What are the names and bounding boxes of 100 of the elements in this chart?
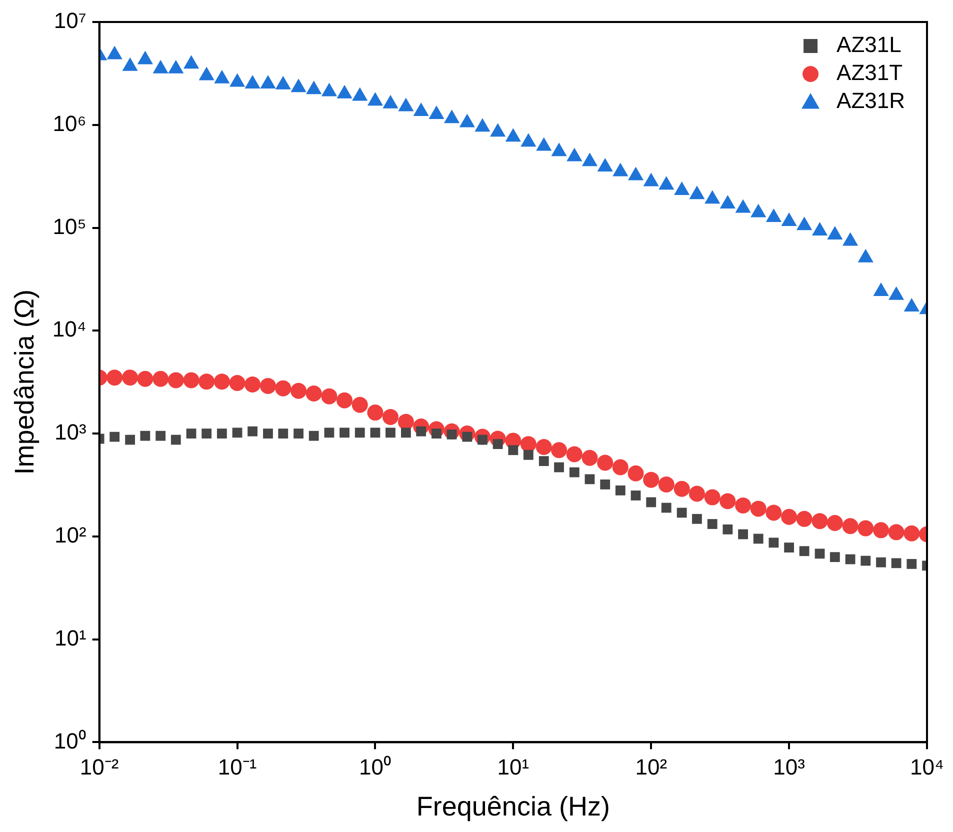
point xyxy=(566,446,582,462)
point xyxy=(766,504,782,521)
point xyxy=(582,450,598,466)
point xyxy=(750,204,766,218)
point xyxy=(122,57,138,71)
point xyxy=(842,232,858,246)
point xyxy=(735,497,752,514)
x-tick-label: 10⁻² xyxy=(80,754,119,780)
point xyxy=(582,152,598,166)
y-tick-label: 10² xyxy=(54,522,86,548)
x-tick-label: 10¹ xyxy=(497,754,530,780)
point xyxy=(597,454,614,471)
x-tick-label: 10⁰ xyxy=(358,754,392,780)
point xyxy=(170,434,181,445)
point xyxy=(766,208,782,222)
y-tick-label: 10⁶ xyxy=(52,110,86,136)
point xyxy=(110,432,120,442)
point xyxy=(308,430,319,441)
point xyxy=(628,465,644,482)
point xyxy=(137,50,153,64)
point xyxy=(214,374,230,390)
point xyxy=(600,480,610,490)
point xyxy=(753,534,764,544)
point xyxy=(336,392,353,408)
point xyxy=(275,380,292,396)
point xyxy=(248,426,258,436)
point xyxy=(688,486,705,502)
y-tick-label: 10⁴ xyxy=(52,316,86,342)
point xyxy=(536,438,552,455)
point xyxy=(615,485,626,496)
point xyxy=(814,548,825,559)
point xyxy=(906,559,917,569)
point xyxy=(812,222,828,236)
point xyxy=(784,542,794,552)
point xyxy=(799,546,810,556)
point xyxy=(183,372,200,388)
point xyxy=(152,60,168,74)
x-axis-title: Frequência (Hz) xyxy=(416,791,610,822)
y-tick-label: 10¹ xyxy=(54,625,86,650)
point xyxy=(321,82,338,96)
point xyxy=(492,439,503,450)
point xyxy=(416,426,426,436)
point xyxy=(354,428,365,438)
point xyxy=(750,500,766,517)
point xyxy=(612,459,628,476)
point xyxy=(294,428,304,438)
x-tick-label: 10⁻¹ xyxy=(218,754,257,780)
point xyxy=(597,158,613,172)
point xyxy=(796,510,812,527)
point xyxy=(876,557,886,568)
point xyxy=(873,282,889,296)
point xyxy=(122,370,138,386)
point xyxy=(689,186,705,200)
point xyxy=(125,434,135,445)
point xyxy=(490,123,506,137)
point xyxy=(796,216,812,230)
point xyxy=(658,176,674,190)
point xyxy=(216,428,227,438)
y-tick-label: 10⁵ xyxy=(52,214,86,239)
point xyxy=(768,538,779,548)
point xyxy=(551,142,567,156)
point xyxy=(382,408,398,425)
point xyxy=(367,404,384,421)
point xyxy=(508,445,518,456)
x-tick-label: 10⁴ xyxy=(910,754,944,780)
point xyxy=(244,376,261,392)
point xyxy=(658,476,674,492)
point xyxy=(290,382,307,399)
point xyxy=(400,428,411,438)
point xyxy=(830,552,840,562)
point xyxy=(630,490,641,500)
point xyxy=(352,396,368,413)
point xyxy=(260,378,276,394)
point xyxy=(812,513,828,530)
point xyxy=(860,556,871,566)
point xyxy=(186,428,196,438)
point xyxy=(858,520,874,536)
point xyxy=(872,522,889,538)
point xyxy=(444,110,460,124)
y-tick-label: 10⁰ xyxy=(54,728,86,754)
point xyxy=(722,524,733,534)
point xyxy=(707,519,718,529)
point xyxy=(676,508,687,518)
point xyxy=(156,430,166,441)
point xyxy=(566,148,582,162)
point xyxy=(584,474,595,484)
point xyxy=(858,248,874,262)
point xyxy=(340,428,350,438)
point xyxy=(474,118,490,132)
point xyxy=(321,388,338,404)
point xyxy=(891,558,902,568)
point xyxy=(551,442,568,458)
point xyxy=(612,162,628,176)
point xyxy=(520,133,536,147)
point xyxy=(554,462,564,472)
point xyxy=(278,428,288,438)
point xyxy=(229,374,246,391)
y-tick-label: 10⁷ xyxy=(54,8,86,34)
point xyxy=(382,94,398,108)
point xyxy=(505,128,521,142)
